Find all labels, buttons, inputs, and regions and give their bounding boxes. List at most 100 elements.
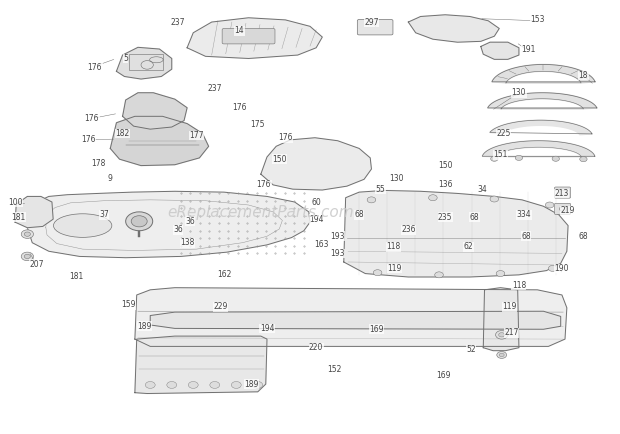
FancyBboxPatch shape	[357, 20, 393, 35]
Text: 163: 163	[314, 240, 329, 250]
Text: 176: 176	[278, 133, 293, 142]
Bar	[129, 54, 162, 70]
Text: 191: 191	[521, 46, 535, 54]
Polygon shape	[344, 191, 568, 277]
Text: 229: 229	[214, 302, 228, 312]
Text: 176: 176	[87, 62, 102, 72]
Polygon shape	[187, 18, 322, 59]
Text: 169: 169	[436, 371, 451, 380]
Text: 193: 193	[330, 249, 345, 258]
Circle shape	[435, 272, 443, 278]
Text: 189: 189	[244, 380, 259, 388]
Text: 177: 177	[189, 131, 203, 140]
Text: 181: 181	[11, 213, 25, 221]
Text: 213: 213	[555, 189, 569, 198]
Circle shape	[21, 230, 33, 238]
Text: 130: 130	[512, 88, 526, 97]
Polygon shape	[110, 116, 208, 166]
Circle shape	[210, 381, 219, 388]
Text: 176: 176	[257, 181, 271, 189]
Text: 237: 237	[208, 84, 222, 93]
Text: 176: 176	[232, 103, 247, 112]
Text: 153: 153	[530, 16, 544, 24]
Circle shape	[515, 155, 523, 161]
Text: 176: 176	[82, 135, 96, 145]
Text: 193: 193	[330, 232, 345, 241]
Circle shape	[495, 331, 508, 339]
Circle shape	[497, 352, 507, 358]
Polygon shape	[15, 197, 53, 228]
Circle shape	[549, 266, 557, 271]
Text: 237: 237	[170, 17, 185, 26]
Text: 36: 36	[173, 225, 183, 234]
Polygon shape	[488, 93, 597, 109]
Polygon shape	[117, 47, 172, 79]
Text: 297: 297	[364, 17, 379, 26]
Circle shape	[546, 202, 554, 208]
Text: 178: 178	[91, 159, 105, 168]
Circle shape	[373, 270, 382, 276]
Text: 14: 14	[234, 26, 244, 35]
Text: 55: 55	[376, 184, 386, 194]
Circle shape	[496, 270, 505, 276]
Circle shape	[498, 333, 505, 337]
Polygon shape	[409, 15, 499, 42]
Text: 136: 136	[438, 181, 453, 189]
Circle shape	[21, 252, 33, 261]
Text: 100: 100	[8, 197, 22, 207]
Text: 220: 220	[309, 343, 324, 352]
FancyBboxPatch shape	[222, 29, 275, 44]
Circle shape	[552, 156, 559, 161]
Text: 175: 175	[250, 120, 265, 129]
Text: 236: 236	[401, 225, 415, 234]
Polygon shape	[490, 120, 592, 135]
Circle shape	[580, 157, 587, 162]
FancyBboxPatch shape	[554, 187, 570, 198]
Polygon shape	[135, 288, 567, 346]
Polygon shape	[135, 336, 267, 394]
Text: 118: 118	[386, 243, 401, 251]
Circle shape	[231, 381, 241, 388]
Text: 190: 190	[555, 264, 569, 273]
Text: 5: 5	[123, 54, 128, 63]
Text: 119: 119	[502, 302, 516, 312]
Text: 150: 150	[438, 161, 453, 170]
Polygon shape	[482, 141, 595, 157]
Circle shape	[126, 212, 153, 231]
Text: 60: 60	[311, 197, 321, 207]
Text: 207: 207	[29, 260, 44, 269]
Text: 118: 118	[512, 281, 526, 290]
Circle shape	[253, 381, 263, 388]
Text: 37: 37	[99, 210, 109, 219]
Polygon shape	[261, 138, 371, 190]
Text: 68: 68	[578, 232, 588, 241]
Text: 18: 18	[578, 71, 588, 80]
Polygon shape	[27, 191, 310, 258]
Text: 194: 194	[309, 215, 324, 224]
Circle shape	[559, 206, 567, 211]
Text: 152: 152	[327, 365, 342, 374]
Circle shape	[167, 381, 177, 388]
Text: 176: 176	[84, 114, 99, 123]
Text: 68: 68	[355, 210, 364, 219]
Polygon shape	[150, 311, 560, 329]
Circle shape	[145, 381, 155, 388]
Text: 34: 34	[477, 184, 487, 194]
Text: 217: 217	[504, 328, 519, 337]
Polygon shape	[492, 65, 595, 83]
Circle shape	[188, 381, 198, 388]
Text: 68: 68	[521, 232, 531, 241]
Circle shape	[131, 216, 147, 227]
Text: 182: 182	[115, 129, 130, 138]
Circle shape	[490, 196, 498, 202]
Text: 194: 194	[260, 324, 274, 333]
Circle shape	[367, 197, 376, 203]
Text: 181: 181	[69, 273, 84, 282]
Circle shape	[559, 190, 567, 195]
Circle shape	[428, 195, 437, 201]
Text: 36: 36	[185, 217, 195, 226]
Text: 62: 62	[464, 243, 473, 251]
Text: 9: 9	[108, 174, 113, 183]
Text: eReplacementParts.com: eReplacementParts.com	[167, 205, 354, 220]
Circle shape	[499, 353, 504, 357]
